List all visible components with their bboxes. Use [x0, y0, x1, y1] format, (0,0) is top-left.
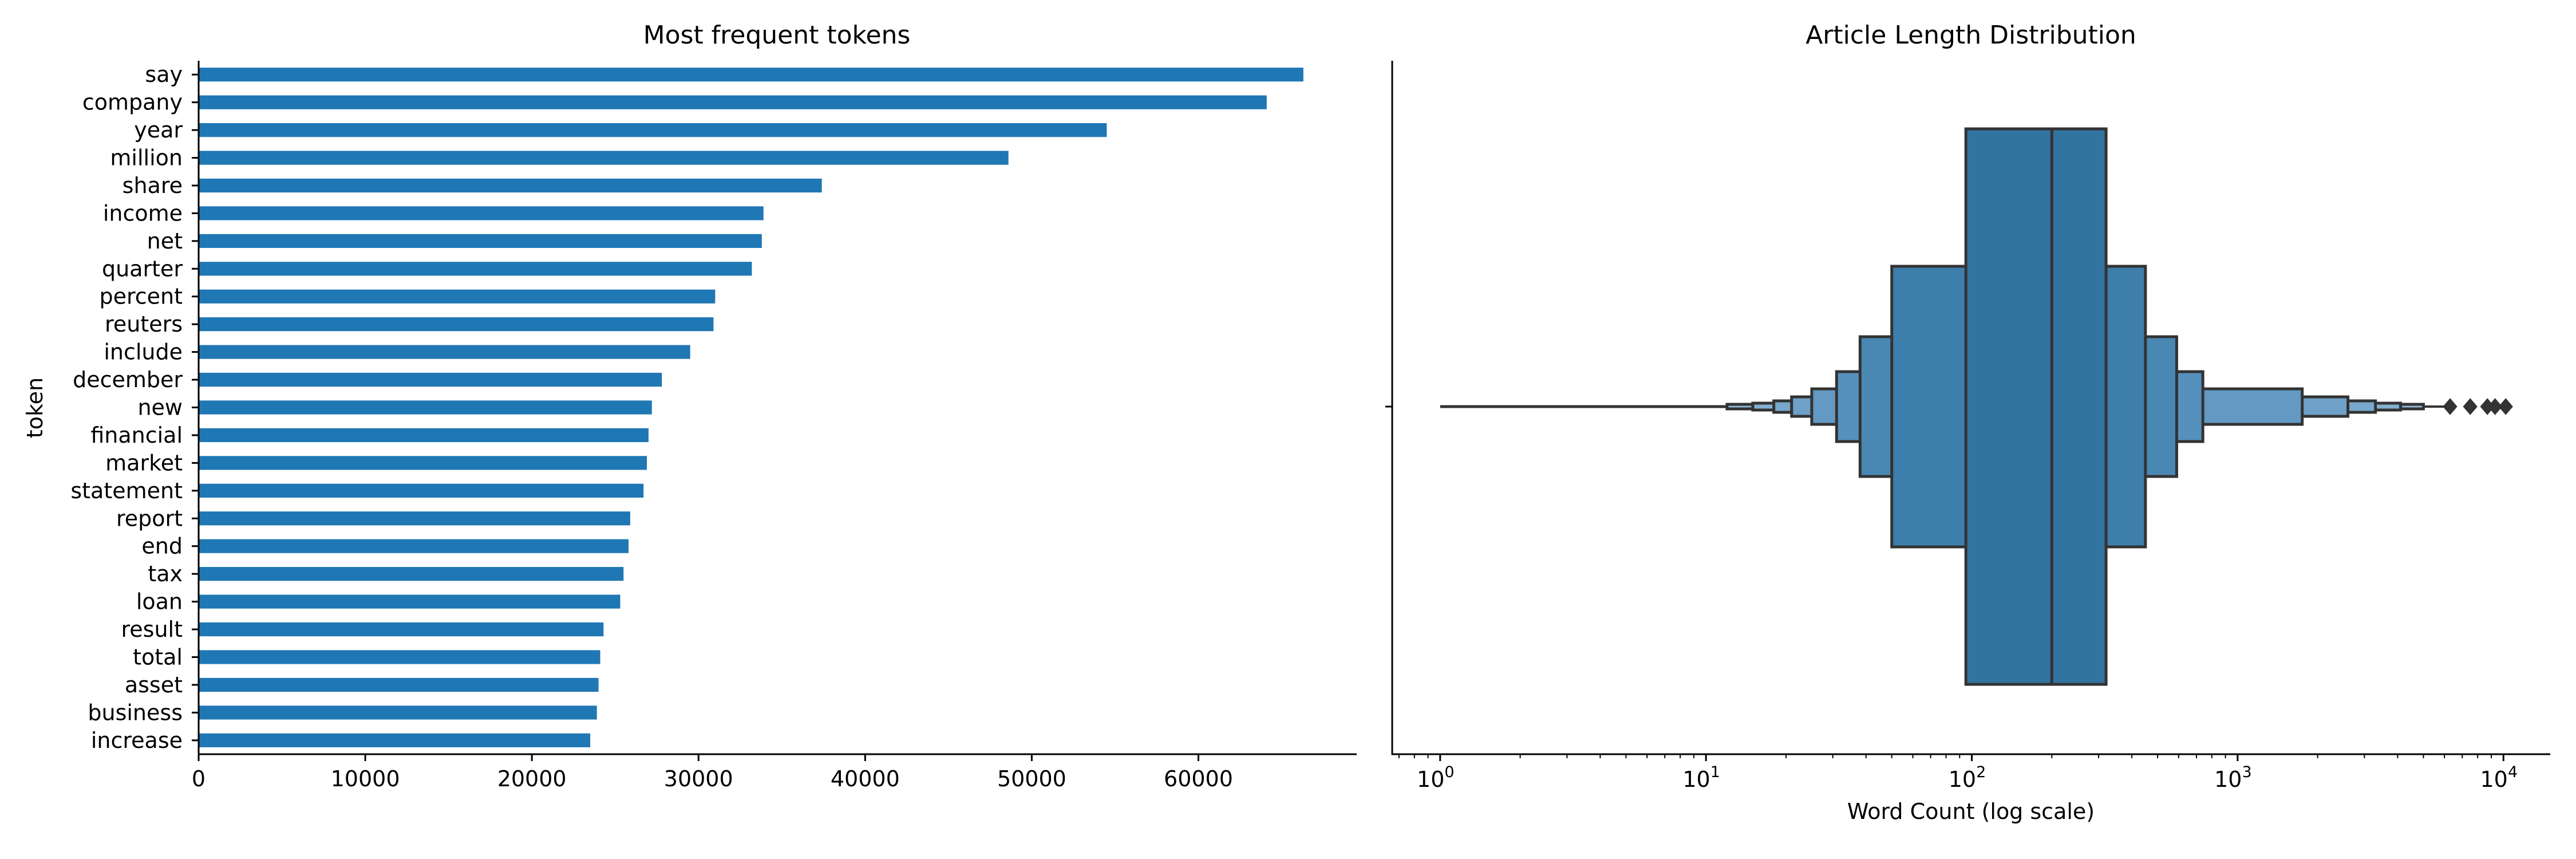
boxen-outlier-point: [2498, 398, 2513, 415]
bar-quarter: [199, 262, 752, 276]
bar-chart-y-axis-label: token: [22, 377, 48, 438]
bar-chart-y-tick-label: say: [145, 62, 183, 87]
bar-chart-y-tick-label: december: [73, 367, 183, 392]
boxen-chart-x-axis-label: Word Count (log scale): [1847, 799, 2095, 824]
bar-financial: [199, 428, 649, 443]
bar-year: [199, 123, 1107, 137]
bar-million: [199, 151, 1009, 165]
bar-chart-x-tick-label: 0: [192, 766, 206, 791]
bar-say: [199, 68, 1303, 82]
bar-result: [199, 622, 604, 637]
bar-december: [199, 372, 662, 387]
boxen-chart-marks: [1440, 127, 2513, 686]
bar-percent: [199, 289, 716, 304]
bar-share: [199, 178, 822, 193]
bar-net: [199, 234, 762, 248]
bar-chart-y-tick-label: tax: [148, 561, 183, 586]
bar-chart-y-tick-label: asset: [125, 672, 183, 698]
boxen-chart-panel: Article Length Distribution Word Count (…: [1385, 21, 2550, 824]
bar-chart-x-tick-label: 10000: [331, 766, 400, 791]
bar-chart-y-tick-label: market: [105, 450, 183, 475]
bar-chart-x-tick-label: 50000: [997, 766, 1066, 791]
bar-chart-x-tick-label: 30000: [664, 766, 733, 791]
bar-chart-y-tick-label: increase: [91, 728, 183, 753]
bar-chart-y-tick-label: reuters: [105, 312, 183, 337]
bar-chart-panel: Most frequent tokens token say companyyea…: [22, 21, 1357, 791]
bar-chart-y-tick-label: quarter: [102, 256, 183, 281]
bar-market: [199, 456, 647, 470]
bar-report: [199, 511, 630, 526]
boxen-chart-x-ticks: 100 101 102 103 104: [1398, 754, 2518, 792]
bar-chart-x-tick-label: 60000: [1164, 766, 1233, 791]
boxen-x-tick-label: 101: [1682, 763, 1720, 792]
bar-chart-y-tick-label: year: [134, 117, 183, 143]
bar-business: [199, 706, 597, 720]
bar-increase: [199, 733, 591, 747]
bar-chart-y-tick-label: business: [88, 700, 183, 725]
bar-chart-x-ticks: 0 10000 20000 30000 40000 50000 60000: [192, 754, 1233, 791]
boxen-outlier-point: [2463, 398, 2478, 415]
bar-chart-y-tick-label: report: [116, 506, 183, 531]
boxen-outlier-point: [2443, 398, 2458, 415]
bar-chart-x-tick-label: 40000: [831, 766, 900, 791]
bar-asset: [199, 677, 599, 692]
bar-chart-y-ticks: say companyyearmillionshareincomenetquart…: [70, 62, 199, 753]
boxen-x-tick-label: 100: [1417, 763, 1455, 792]
bar-end: [199, 539, 629, 553]
bar-chart-y-tick-label: include: [104, 340, 183, 365]
bar-chart-y-tick-label: million: [110, 145, 183, 171]
bar-chart-y-tick-label: new: [137, 395, 183, 420]
bar-chart-y-tick-label: statement: [70, 478, 183, 503]
bar-chart-y-tick-label: net: [147, 228, 183, 254]
boxen-x-tick-label: 103: [2214, 763, 2252, 792]
bar-chart-y-tick-label: income: [103, 200, 183, 226]
bar-chart-bars: [199, 68, 1303, 747]
bar-company: [199, 95, 1267, 109]
bar-chart-y-tick-label: loan: [136, 589, 183, 614]
boxen-outlier-point: [2487, 398, 2503, 415]
bar-chart-y-tick-label: total: [133, 644, 183, 669]
bar-chart-y-tick-label: result: [121, 617, 183, 642]
bar-total: [199, 650, 600, 664]
bar-chart-y-tick-label: company: [82, 90, 183, 115]
bar-statement: [199, 483, 644, 498]
bar-chart-x-tick-label: 20000: [497, 766, 567, 791]
bar-loan: [199, 594, 621, 609]
bar-chart-y-tick-label: share: [123, 173, 183, 198]
bar-chart-y-tick-label: percent: [99, 284, 183, 309]
boxen-x-tick-label: 102: [1949, 763, 1986, 792]
bar-tax: [199, 567, 624, 581]
bar-include: [199, 345, 690, 359]
boxen-chart-title: Article Length Distribution: [1805, 21, 2136, 50]
boxen-x-tick-label: 104: [2480, 763, 2518, 792]
bar-reuters: [199, 317, 714, 332]
boxen-box-level-1: [1964, 127, 2108, 686]
bar-chart-y-tick-label: end: [141, 534, 183, 559]
bar-chart-y-tick-label: financial: [90, 423, 183, 448]
bar-income: [199, 206, 764, 220]
bar-chart-title: Most frequent tokens: [643, 21, 911, 50]
bar-new: [199, 400, 652, 415]
